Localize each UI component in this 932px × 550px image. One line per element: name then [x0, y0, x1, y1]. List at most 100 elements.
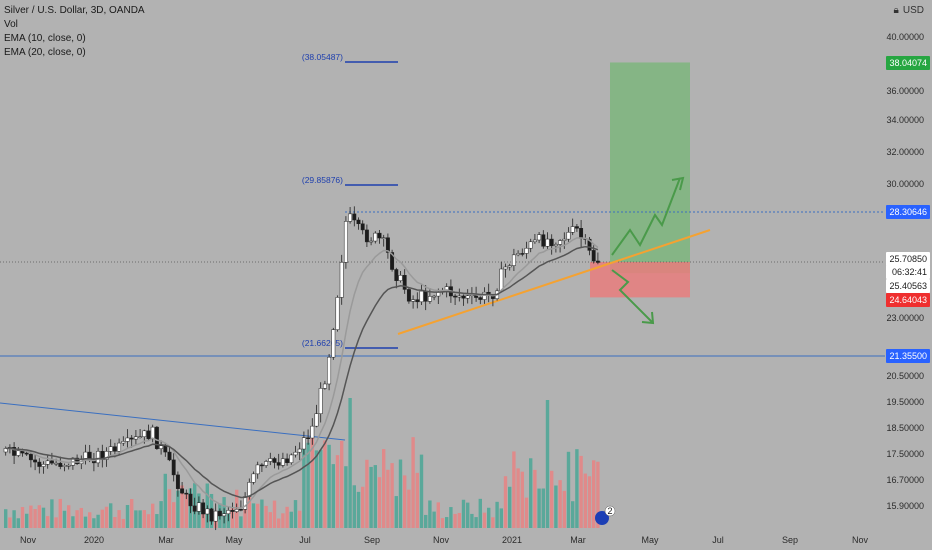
candle-body: [24, 452, 29, 455]
candle-body: [398, 275, 403, 281]
indicator-ema20[interactable]: EMA (20, close, 0): [4, 47, 86, 58]
volume-bar: [293, 500, 298, 528]
volume-bar: [33, 509, 37, 528]
volume-bar: [566, 451, 571, 528]
volume-bar: [25, 513, 29, 528]
volume-bar: [41, 507, 46, 528]
symbol-title[interactable]: Silver / U.S. Dollar, 3D, OANDA: [4, 5, 145, 16]
price-tick-label: 20.50000: [886, 371, 924, 381]
candle-body: [16, 450, 21, 456]
currency-label: USD: [902, 5, 924, 16]
candle-body: [369, 240, 374, 243]
candle-body: [549, 238, 554, 247]
volume-bar: [348, 398, 352, 528]
fib-label-top: (38.05487): [302, 52, 343, 62]
candle-body: [343, 221, 348, 263]
price-tick-label: 40.00000: [886, 32, 924, 42]
lock-icon[interactable]: 🔒︎: [893, 5, 899, 16]
candle-body: [516, 253, 521, 256]
events-flag-icon: [595, 511, 609, 525]
candle-body: [167, 451, 172, 461]
volume-bar: [260, 499, 264, 528]
volume-bar: [587, 476, 592, 528]
indicator-vol[interactable]: Vol: [4, 19, 18, 30]
volume-bar: [58, 498, 62, 528]
volume-bar: [319, 449, 323, 528]
candle-body: [133, 436, 138, 440]
candle-body: [75, 457, 80, 464]
candle-body: [58, 462, 63, 467]
volume-bar: [424, 514, 428, 528]
candle-body: [45, 460, 50, 465]
volume-bar: [436, 502, 440, 528]
bull-projection-path: [611, 177, 681, 256]
volume-bar: [134, 510, 138, 528]
candle-body: [251, 473, 256, 483]
price-tick-label: 19.50000: [886, 397, 924, 407]
candle-body: [146, 430, 151, 440]
fib-label-mid: (29.85876): [302, 175, 343, 185]
volume-bar: [520, 471, 524, 528]
candle-body: [465, 295, 470, 299]
volume-bar: [100, 509, 104, 528]
candle-body: [306, 437, 311, 439]
countdown-pill: [886, 265, 930, 279]
indicator-ema10[interactable]: EMA (10, close, 0): [4, 33, 86, 44]
candle-body: [503, 266, 508, 270]
volume-bar: [239, 516, 243, 528]
volume-bar: [382, 449, 386, 528]
volume-bar: [516, 468, 520, 528]
volume-bar: [29, 505, 33, 528]
volume-bar: [487, 507, 491, 528]
volume-bar: [277, 518, 281, 528]
volume-bar: [327, 444, 331, 528]
candle-body: [427, 296, 432, 302]
volume-bar: [251, 503, 256, 528]
volume-bar: [554, 485, 558, 528]
candle-body: [66, 464, 71, 467]
volume-bar: [180, 485, 184, 528]
candle-body: [360, 223, 365, 231]
volume-bar: [54, 517, 58, 528]
candle-body: [213, 510, 218, 522]
currency-selector[interactable]: 🔒︎ USD: [894, 5, 924, 16]
candle-body: [352, 213, 357, 221]
volume-bar: [130, 498, 134, 528]
candle-body: [415, 299, 420, 303]
volume-bar: [176, 490, 180, 528]
candle-body: [28, 453, 33, 461]
volume-bar: [46, 516, 50, 528]
price-tick-label: 16.70000: [886, 475, 924, 485]
volume-bar: [167, 489, 172, 528]
price-tick-label: 17.50000: [886, 449, 924, 459]
candle-body: [562, 238, 567, 241]
volume-bar: [331, 464, 335, 528]
events-count-badge: [604, 505, 616, 517]
candle-body: [301, 437, 306, 450]
candle-body: [335, 297, 340, 330]
target-price-label: 38.04074: [889, 58, 927, 68]
volume-bar: [155, 514, 159, 528]
volume-bar: [403, 475, 407, 528]
candle-body: [381, 237, 386, 239]
chart-legend: Silver / U.S. Dollar, 3D, OANDA Vol EMA …: [4, 4, 145, 60]
volume-bar: [377, 477, 382, 528]
volume-bar: [457, 512, 461, 528]
volume-bar: [415, 472, 419, 528]
volume-bar: [340, 440, 344, 528]
candle-body: [217, 510, 222, 517]
time-axis-label: May: [225, 535, 243, 545]
volume-bar: [361, 486, 365, 528]
stop-price-label: 24.64043: [889, 295, 927, 305]
volume-bar: [83, 516, 88, 528]
candle-body: [348, 213, 353, 222]
candle-body: [285, 458, 290, 463]
volume-bar: [407, 489, 411, 528]
volume-bar: [495, 501, 499, 528]
volume-bar: [537, 488, 541, 528]
candle-body: [537, 234, 542, 241]
candle-body: [62, 465, 67, 467]
candle-body: [453, 295, 458, 298]
